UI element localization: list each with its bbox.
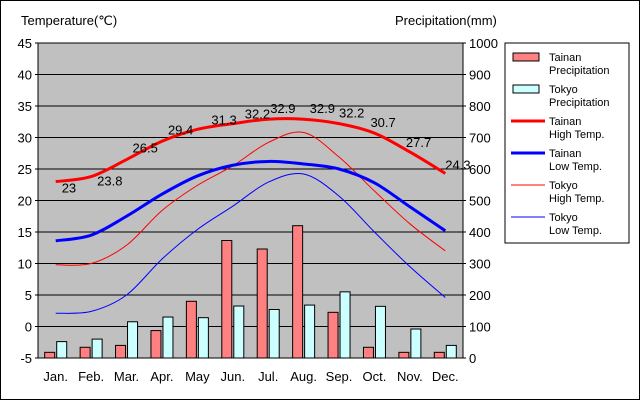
data-labels: 23 23.826.529.431.3 32.2 32.9 32.9 32.230.727… xyxy=(62,101,471,195)
data-label: 29.4 xyxy=(168,122,193,137)
month-label: Aug. xyxy=(290,369,317,384)
legend-tainan-low-label: Tainan Low Temp. xyxy=(549,148,602,173)
right-tick-label: 400 xyxy=(469,225,491,240)
month-label: Dec. xyxy=(432,369,459,384)
right-tick-label: 0 xyxy=(469,351,476,366)
left-tick-label: -5 xyxy=(20,351,32,366)
legend-tokyo-low-label: Tokyo Low Temp. xyxy=(549,212,602,237)
tokyo-precip-bar xyxy=(127,321,139,359)
month-label: Jan. xyxy=(43,369,68,384)
left-axis-title: Temperature(℃) xyxy=(21,13,117,28)
legend-tokyo-precip-label: Tokyo Precipitation xyxy=(549,84,610,109)
legend: Tainan Precipitation Tokyo Precipitation Tai… xyxy=(504,42,630,244)
left-tick-label: 35 xyxy=(18,99,32,114)
tokyo-precip-bar xyxy=(268,308,280,359)
data-label: 32.2 xyxy=(245,107,270,122)
data-label: 32.2 xyxy=(339,106,364,121)
tainan-precip-bar xyxy=(79,346,91,359)
tokyo-precip-bar xyxy=(91,338,103,359)
precipitation-bars xyxy=(44,225,457,359)
left-tick-label: 5 xyxy=(25,288,32,303)
tokyo-precip-bar xyxy=(162,316,174,359)
month-label: Jun. xyxy=(221,369,246,384)
tainan-precip-bar xyxy=(256,248,268,359)
left-tick-label: 15 xyxy=(18,225,32,240)
legend-tokyo-precip-swatch xyxy=(512,84,540,94)
tokyo-precip-bar xyxy=(56,341,68,359)
right-tick-label: 700 xyxy=(469,131,491,146)
tokyo-precip-bar xyxy=(339,291,351,359)
tainan-precip-bar xyxy=(221,240,233,359)
data-label: 26.5 xyxy=(133,141,158,156)
right-tick-label: 900 xyxy=(469,68,491,83)
month-label: Apr. xyxy=(150,369,173,384)
tokyo-precip-bar xyxy=(197,317,209,359)
month-label: Oct. xyxy=(363,369,387,384)
legend-tokyo-high-label: Tokyo High Temp. xyxy=(549,180,604,205)
tokyo-precip-bar xyxy=(374,305,386,359)
tokyo-precip-bar xyxy=(233,305,245,359)
tokyo-precip-bar xyxy=(410,328,422,359)
right-tick-label: 200 xyxy=(469,288,491,303)
tokyo-precip-bar xyxy=(304,304,316,359)
tokyo-precip-bar xyxy=(445,344,457,359)
legend-tainan-precip-label: Tainan Precipitation xyxy=(549,52,610,77)
tainan-precip-bar xyxy=(115,344,127,359)
left-tick-label: 45 xyxy=(18,36,32,51)
tainan-precip-bar xyxy=(433,351,445,359)
tainan-precip-bar xyxy=(150,330,162,359)
tainan-precip-bar xyxy=(185,300,197,359)
month-label: Jul. xyxy=(258,369,278,384)
tainan-precip-bar xyxy=(398,351,410,359)
data-label: 30.7 xyxy=(370,115,395,130)
axes: -5 0 5 10 15 20 25 30 35 40 45 0 100 200 300 400 500 600 7… xyxy=(18,36,498,384)
temperature-lines xyxy=(55,117,447,314)
right-axis-title: Precipitation(mm) xyxy=(395,13,497,28)
left-tick-label: 25 xyxy=(18,162,32,177)
tokyo-high-line xyxy=(55,131,446,266)
month-label: Mar. xyxy=(114,369,139,384)
gridlines xyxy=(38,74,463,327)
month-label: Feb. xyxy=(78,369,104,384)
data-label: 27.7 xyxy=(406,135,431,150)
month-label: Nov. xyxy=(397,369,423,384)
right-tick-label: 100 xyxy=(469,320,491,335)
legend-box xyxy=(504,42,630,244)
data-label: 23.8 xyxy=(97,174,122,189)
right-tick-label: 600 xyxy=(469,162,491,177)
tainan-precip-bar xyxy=(327,311,339,359)
month-label: Sep. xyxy=(326,369,353,384)
tainan-precip-bar xyxy=(362,346,374,359)
left-tick-label: 0 xyxy=(25,320,32,335)
right-tick-label: 500 xyxy=(469,194,491,209)
tainan-high-line xyxy=(55,117,447,184)
right-tick-label: 1000 xyxy=(469,36,498,51)
left-tick-label: 30 xyxy=(18,131,32,146)
legend-tainan-precip-swatch xyxy=(512,52,540,62)
tainan-low-line xyxy=(55,159,447,243)
data-label: 32.9 xyxy=(310,101,335,116)
data-label: 32.9 xyxy=(270,101,295,116)
data-label: 24.3 xyxy=(445,157,470,172)
left-tick-label: 40 xyxy=(18,68,32,83)
tokyo-low-line xyxy=(55,173,446,314)
tainan-precip-bar xyxy=(44,351,56,359)
left-tick-label: 20 xyxy=(18,194,32,209)
data-label: 31.3 xyxy=(211,112,236,127)
data-label: 23 xyxy=(62,181,76,196)
right-tick-label: 800 xyxy=(469,99,491,114)
month-label: May xyxy=(185,369,210,384)
left-tick-label: 10 xyxy=(18,257,32,272)
legend-tainan-high-label: Tainan High Temp. xyxy=(549,116,604,141)
tainan-precip-bar xyxy=(292,225,304,359)
right-tick-label: 300 xyxy=(469,257,491,272)
